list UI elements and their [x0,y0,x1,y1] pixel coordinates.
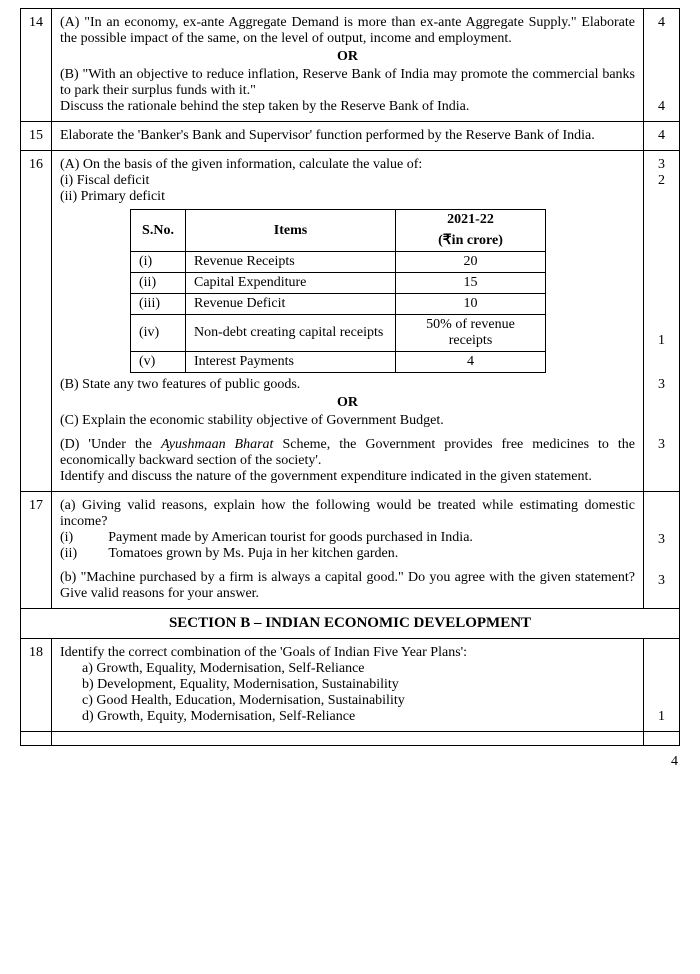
q18-opt-c: c) Good Health, Education, Modernisation… [60,693,635,709]
q16-marks-a1v: 3 [652,157,671,173]
q16-part-b: (B) State any two features of public goo… [60,377,635,393]
table-row: 50% of revenue receipts [396,315,546,352]
empty-row [644,732,680,746]
q16-d-ital: Ayushmaan Bharat [161,437,273,452]
q16-or: OR [60,395,635,411]
section-b-heading: SECTION B – INDIAN ECONOMIC DEVELOPMENT [21,609,680,639]
q18-opt-b: b) Development, Equality, Modernisation,… [60,677,635,693]
q14-part-b-2: Discuss the rationale behind the step ta… [60,99,635,115]
q18-lead: Identify the correct combination of the … [60,645,635,661]
table-row: (i) [131,252,186,273]
q14-marks-a: 4 [644,9,680,59]
table-row: (ii) [131,273,186,294]
q16-part-c: (C) Explain the economic stability objec… [60,413,635,429]
q16-content: (A) On the basis of the given informatio… [52,151,644,492]
th-year-2: (₹in crore) [396,230,546,252]
q16-marks-b: 1 [644,195,680,355]
table-row: (v) [131,352,186,373]
q15-content: Elaborate the 'Banker's Bank and Supervi… [52,122,644,151]
table-row: 10 [396,294,546,315]
th-sno: S.No. [131,210,186,252]
table-row: 20 [396,252,546,273]
table-row: Revenue Receipts [186,252,396,273]
q16-part-d-2: Identify and discuss the nature of the g… [60,469,635,485]
q17-lead: (a) Giving valid reasons, explain how th… [60,498,635,530]
q16-part-d-1: (D) 'Under the Ayushmaan Bharat Scheme, … [60,437,635,469]
q14-marks-b: 4 [644,59,680,122]
empty-row [52,732,644,746]
q18-marks: 1 [644,639,680,732]
table-row: Non-debt creating capital receipts [186,315,396,352]
th-year-1: 2021-22 [396,210,546,231]
q14-part-b-1: (B) "With an objective to reduce inflati… [60,67,635,99]
table-row: (iv) [131,315,186,352]
q14-content: (A) "In an economy, ex-ante Aggregate De… [52,9,644,122]
q14-number: 14 [21,9,52,122]
q16-lead: (A) On the basis of the given informatio… [60,157,635,173]
q18-opt-d: d) Growth, Equity, Modernisation, Self-R… [60,709,635,725]
q17-content: (a) Giving valid reasons, explain how th… [52,492,644,609]
q18-opt-a: a) Growth, Equality, Modernisation, Self… [60,661,635,677]
q16-marks-a1: 3 2 [644,151,680,196]
empty-row [21,732,52,746]
table-row: Interest Payments [186,352,396,373]
q16-data-table: S.No. Items 2021-22 (₹in crore) (i)Reven… [130,209,546,373]
q16-marks-d: 3 [644,399,680,492]
q16-number: 16 [21,151,52,492]
q17-number: 17 [21,492,52,609]
q18-number: 18 [21,639,52,732]
th-items: Items [186,210,396,252]
q17-part-b: (b) "Machine purchased by a firm is alwa… [60,570,635,602]
table-row: (iii) [131,294,186,315]
q17-sub-i: (i) Payment made by American tourist for… [60,530,635,546]
page-number: 4 [20,746,680,770]
q17-marks-a: 3 [644,492,680,554]
q17-sub-ii: (ii) Tomatoes grown by Ms. Puja in her k… [60,546,635,562]
table-row: Capital Expenditure [186,273,396,294]
table-row: 15 [396,273,546,294]
q16-d-pre: (D) 'Under the [60,437,161,452]
table-row: 4 [396,352,546,373]
q14-part-a: (A) "In an economy, ex-ante Aggregate De… [60,15,635,47]
q16-marks-a2v: 2 [652,173,671,189]
q15-number: 15 [21,122,52,151]
q16-sub-ii: (ii) Primary deficit [60,189,635,205]
q15-marks: 4 [644,122,680,151]
table-row: Revenue Deficit [186,294,396,315]
q18-content: Identify the correct combination of the … [52,639,644,732]
q14-or: OR [60,49,635,65]
q16-marks-c: 3 [644,355,680,399]
q16-sub-i: (i) Fiscal deficit [60,173,635,189]
q17-marks-b: 3 [644,554,680,609]
question-paper-table: 14 (A) "In an economy, ex-ante Aggregate… [20,8,680,746]
